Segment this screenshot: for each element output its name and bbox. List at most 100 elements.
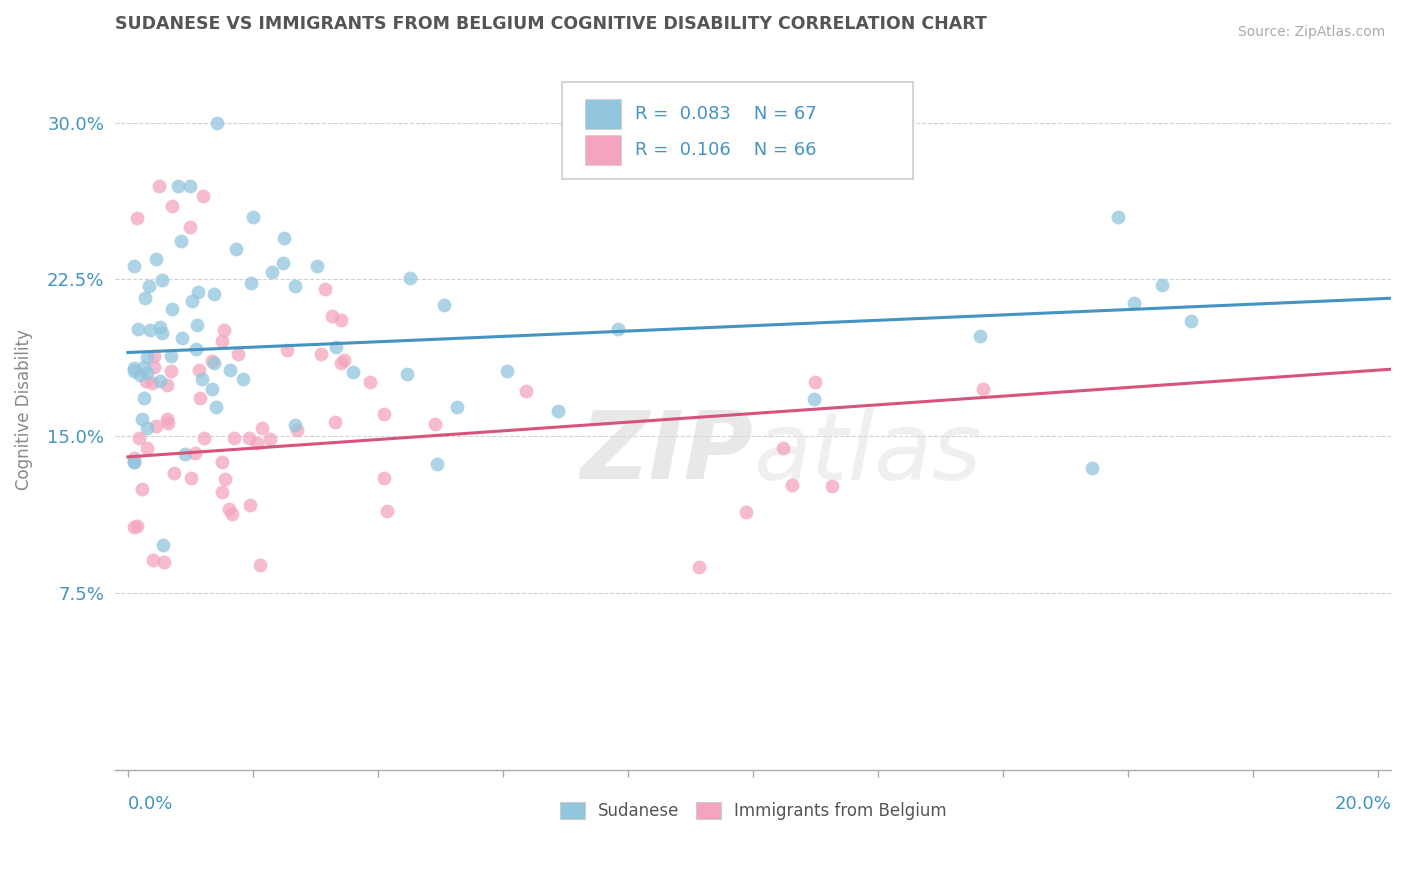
Point bbox=[136, 442, 159, 456]
Point bbox=[606, 321, 628, 335]
Bar bbox=[585, 135, 620, 165]
Point bbox=[218, 363, 240, 377]
Point bbox=[259, 432, 281, 446]
Point bbox=[157, 416, 180, 430]
Point bbox=[201, 353, 224, 368]
Point bbox=[193, 431, 215, 445]
Point bbox=[142, 349, 165, 363]
Point bbox=[804, 375, 827, 389]
Point bbox=[180, 471, 202, 485]
Point bbox=[134, 291, 156, 305]
Point bbox=[172, 331, 194, 345]
Point bbox=[132, 360, 155, 375]
Point bbox=[122, 360, 145, 375]
Point bbox=[330, 356, 353, 370]
Text: atlas: atlas bbox=[754, 408, 981, 499]
Point bbox=[132, 391, 155, 405]
Point bbox=[159, 349, 181, 363]
Point bbox=[135, 374, 157, 388]
Point bbox=[284, 418, 307, 433]
Point bbox=[156, 412, 179, 426]
Point bbox=[359, 375, 381, 389]
Point bbox=[145, 418, 167, 433]
Y-axis label: Cognitive Disability: Cognitive Disability bbox=[15, 329, 32, 491]
Point bbox=[205, 116, 228, 130]
Point bbox=[218, 502, 240, 516]
Point bbox=[803, 392, 825, 406]
Point bbox=[276, 343, 298, 358]
Point bbox=[375, 504, 398, 518]
Point bbox=[226, 346, 249, 360]
Point bbox=[240, 276, 263, 290]
Point bbox=[321, 309, 343, 323]
Point bbox=[330, 313, 353, 327]
Point bbox=[179, 220, 201, 235]
Point bbox=[149, 374, 172, 388]
Point bbox=[246, 436, 269, 450]
Point bbox=[129, 368, 152, 382]
Point bbox=[122, 364, 145, 378]
Point bbox=[179, 178, 201, 193]
Text: 0.0%: 0.0% bbox=[128, 795, 173, 813]
Point bbox=[262, 264, 284, 278]
Point bbox=[515, 384, 537, 398]
Point bbox=[239, 498, 262, 512]
Point bbox=[249, 558, 271, 573]
Point bbox=[772, 442, 794, 456]
Point bbox=[153, 555, 176, 569]
Point bbox=[160, 364, 183, 378]
Point bbox=[138, 278, 160, 293]
Point bbox=[181, 294, 204, 309]
Text: R =  0.106    N = 66: R = 0.106 N = 66 bbox=[634, 141, 815, 159]
Point bbox=[141, 376, 163, 391]
Bar bbox=[585, 99, 620, 129]
Point bbox=[821, 479, 844, 493]
Point bbox=[225, 242, 247, 256]
Text: SUDANESE VS IMMIGRANTS FROM BELGIUM COGNITIVE DISABILITY CORRELATION CHART: SUDANESE VS IMMIGRANTS FROM BELGIUM COGN… bbox=[115, 15, 987, 33]
Point bbox=[1081, 461, 1104, 475]
Point bbox=[163, 466, 186, 480]
Point bbox=[333, 353, 356, 368]
Point bbox=[314, 282, 336, 296]
Point bbox=[136, 366, 159, 380]
Point bbox=[972, 382, 994, 396]
Point bbox=[342, 365, 364, 379]
Text: ZIP: ZIP bbox=[581, 407, 754, 500]
Point bbox=[139, 323, 162, 337]
Text: 20.0%: 20.0% bbox=[1334, 795, 1391, 813]
Point bbox=[188, 391, 211, 405]
Point bbox=[252, 420, 274, 434]
Point bbox=[160, 301, 183, 316]
Point bbox=[201, 382, 224, 396]
Point bbox=[271, 256, 294, 270]
Point bbox=[311, 347, 333, 361]
Point bbox=[170, 235, 193, 249]
Point bbox=[184, 446, 207, 460]
Point bbox=[128, 431, 150, 445]
Point bbox=[122, 259, 145, 273]
Point bbox=[425, 417, 447, 432]
Point bbox=[221, 507, 243, 521]
Point bbox=[135, 351, 157, 365]
Point bbox=[1180, 314, 1202, 328]
Point bbox=[142, 359, 165, 374]
Text: Source: ZipAtlas.com: Source: ZipAtlas.com bbox=[1237, 25, 1385, 39]
Point bbox=[204, 401, 226, 415]
Point bbox=[122, 455, 145, 469]
FancyBboxPatch shape bbox=[562, 82, 912, 179]
Point bbox=[399, 271, 422, 285]
Point bbox=[211, 485, 233, 500]
Point bbox=[547, 403, 569, 417]
Point bbox=[735, 505, 758, 519]
Point bbox=[135, 420, 157, 434]
Point bbox=[122, 519, 145, 533]
Point bbox=[202, 287, 225, 301]
Point bbox=[325, 340, 347, 354]
Point bbox=[688, 560, 710, 574]
Point bbox=[131, 482, 153, 496]
Point bbox=[285, 423, 308, 437]
Point bbox=[191, 372, 214, 386]
Point bbox=[127, 322, 149, 336]
Point bbox=[214, 472, 236, 486]
Point bbox=[273, 230, 295, 244]
